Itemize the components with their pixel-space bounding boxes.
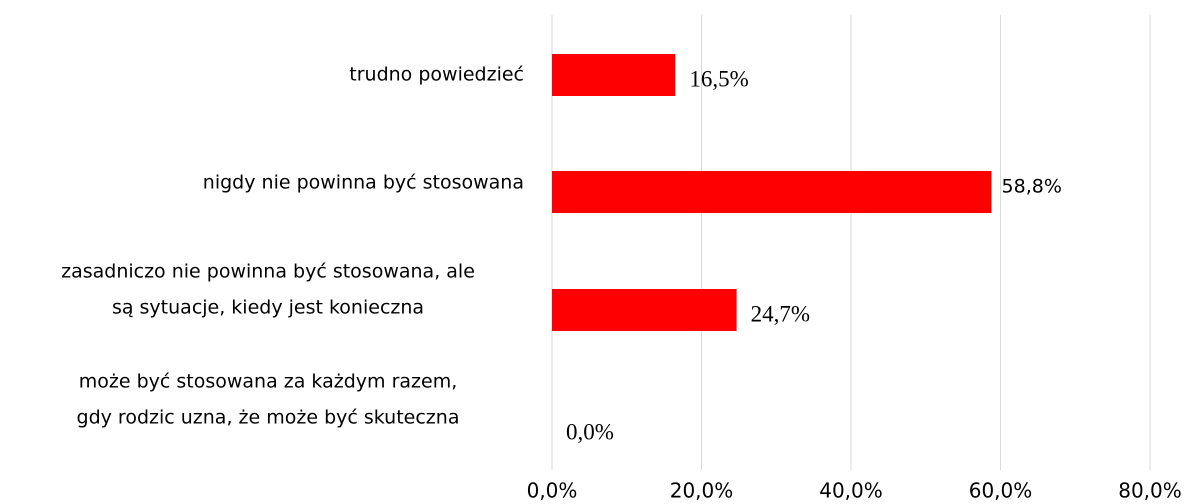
value-label: 58,8% xyxy=(1002,176,1062,198)
value-label: 0,0% xyxy=(566,419,614,444)
category-label: nigdy nie powinna być stosowana xyxy=(203,172,524,194)
x-tick-label: 60,0% xyxy=(969,479,1033,503)
value-label: 24,7% xyxy=(751,301,810,326)
value-label: 16,5% xyxy=(689,66,748,91)
x-tick-label: 40,0% xyxy=(819,479,883,503)
bar xyxy=(552,289,737,331)
category-label: są sytuacje, kiedy jest konieczna xyxy=(112,297,424,319)
x-tick-label: 80,0% xyxy=(1118,479,1182,503)
category-label: może być stosowana za każdym razem, xyxy=(79,371,458,393)
bar xyxy=(552,171,992,213)
category-label: trudno powiedzieć xyxy=(349,64,524,86)
category-label: zasadniczo nie powinna być stosowana, al… xyxy=(61,261,475,283)
bar xyxy=(552,54,676,96)
x-tick-label: 0,0% xyxy=(527,479,578,503)
category-label: gdy rodzic uzna, że może być skuteczna xyxy=(77,407,460,429)
x-tick-label: 20,0% xyxy=(670,479,734,503)
